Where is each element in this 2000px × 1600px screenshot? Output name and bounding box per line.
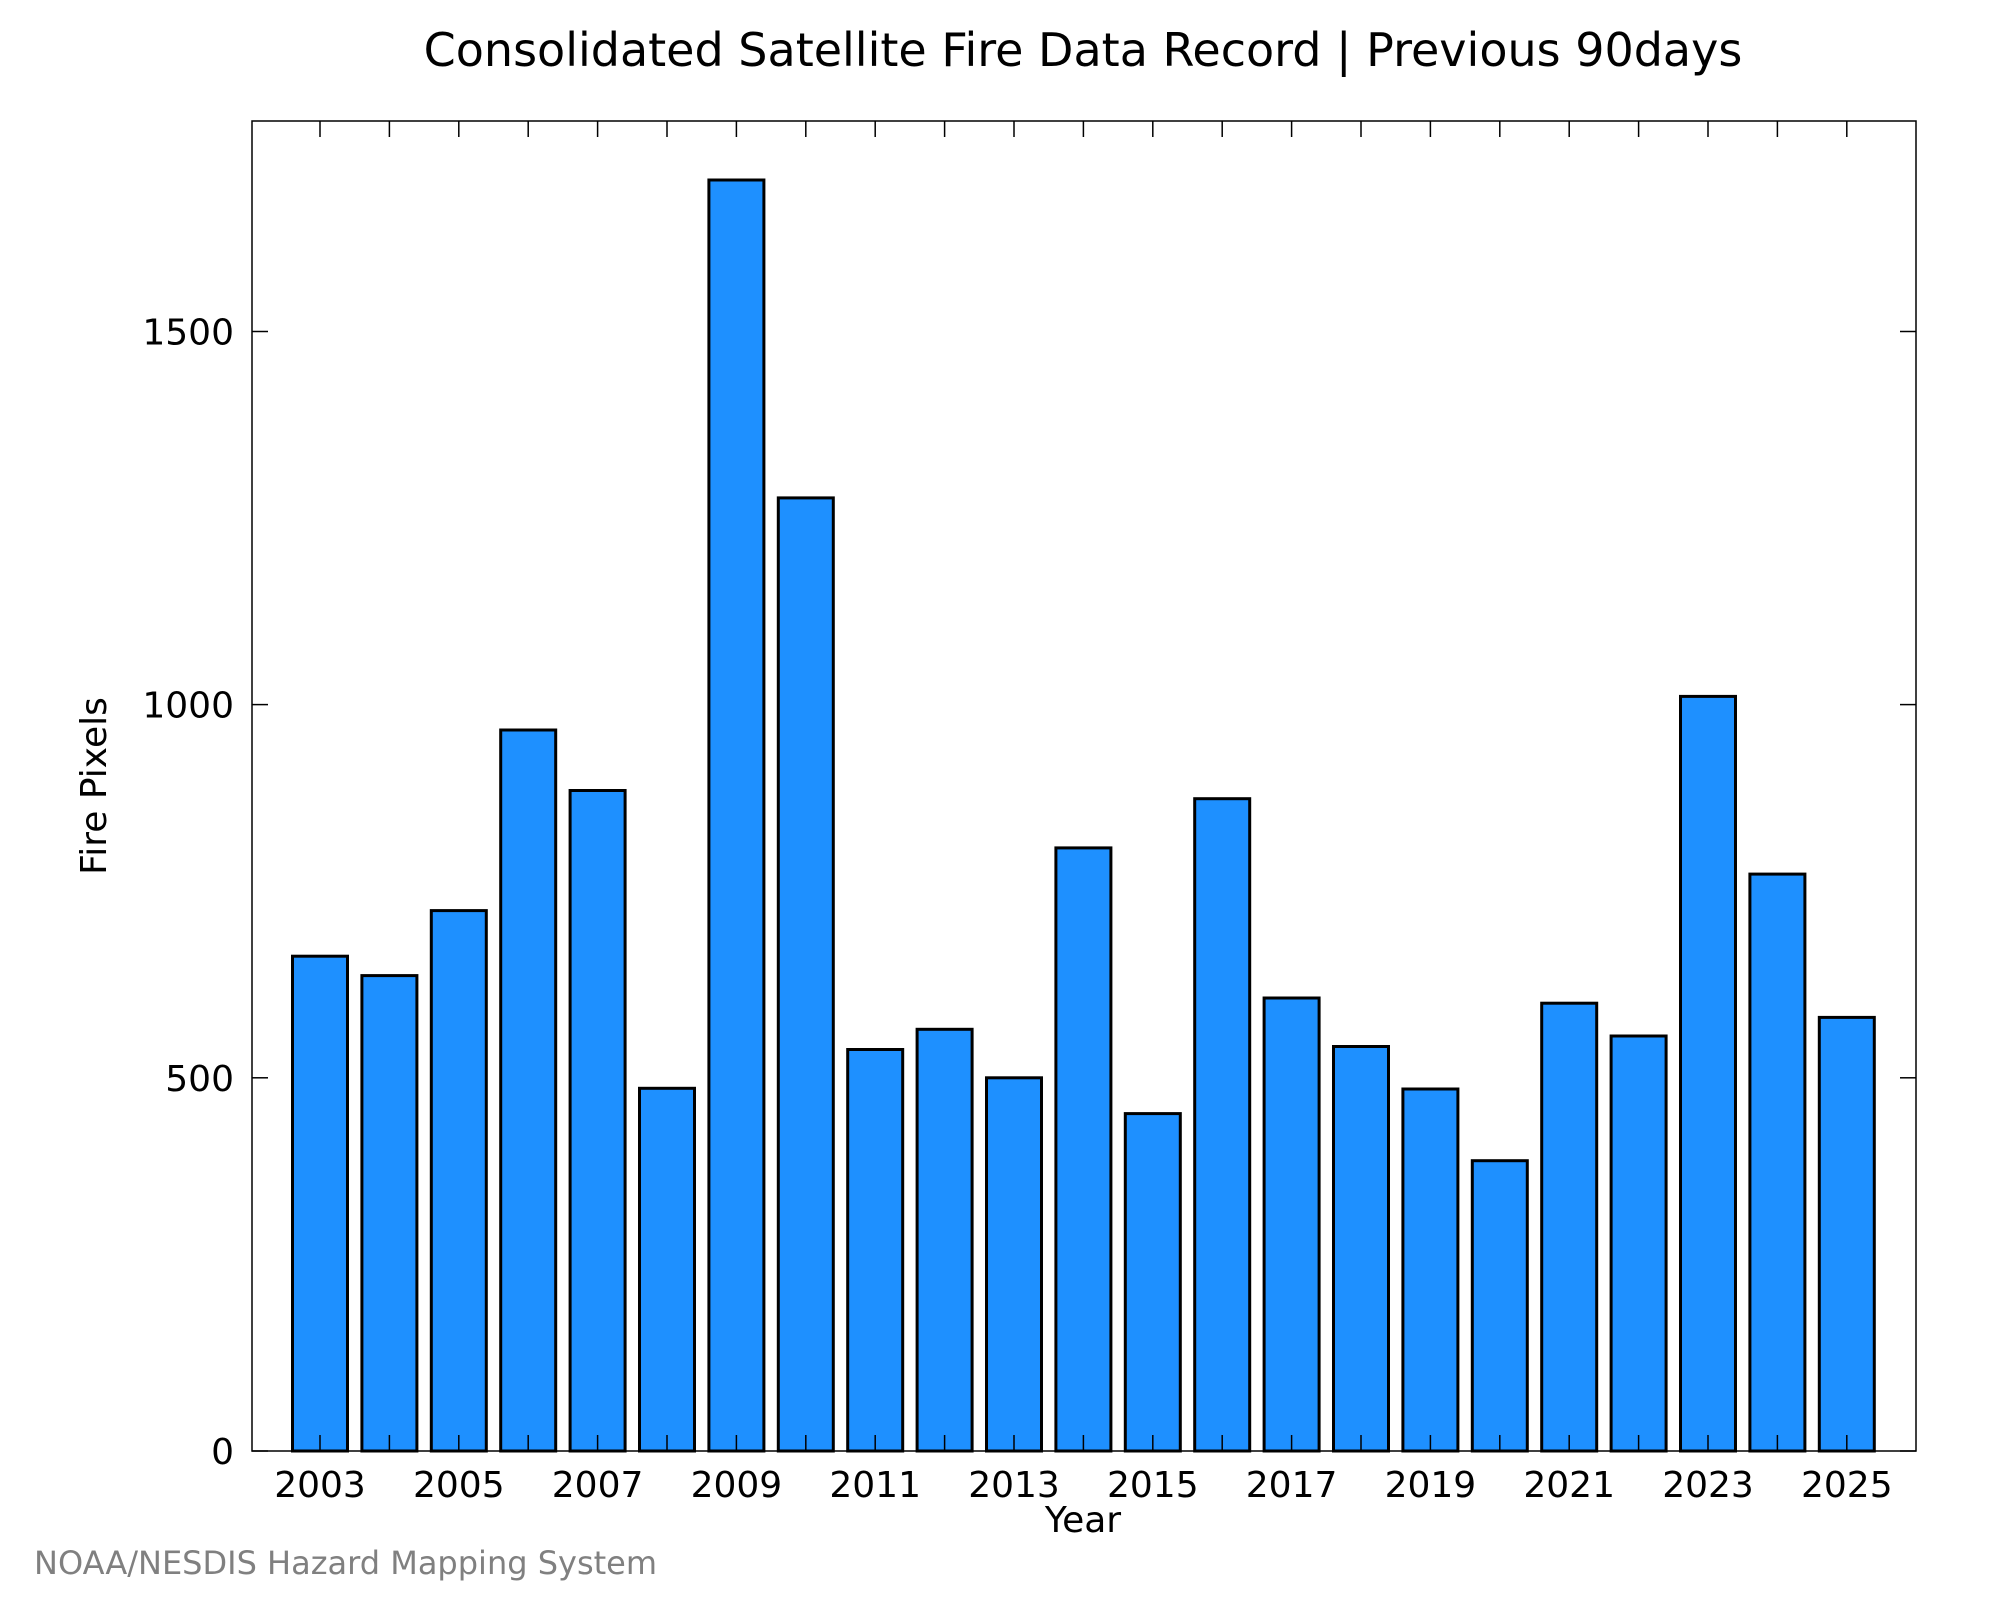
x-tick-label-2009: 2009 — [691, 1465, 783, 1506]
x-tick-label-2003: 2003 — [274, 1465, 366, 1506]
bar-2024 — [1748, 872, 1807, 1453]
x-tick-label-2021: 2021 — [1523, 1465, 1615, 1506]
bar-2004 — [360, 974, 419, 1453]
bar-2018 — [1332, 1045, 1390, 1453]
x-tick-label-2015: 2015 — [1107, 1465, 1199, 1506]
bar-2009 — [707, 178, 766, 1453]
bar-2016 — [1193, 797, 1252, 1453]
x-tick-label-2017: 2017 — [1246, 1465, 1338, 1506]
chart-title: Consolidated Satellite Fire Data Record … — [424, 23, 1743, 78]
bar-2022 — [1609, 1034, 1668, 1453]
source-credit: NOAA/NESDIS Hazard Mapping System — [34, 1544, 657, 1582]
bar-2006 — [499, 728, 558, 1453]
x-tick-label-2019: 2019 — [1385, 1465, 1477, 1506]
plot-frame — [251, 120, 1917, 1452]
bar-2023 — [1679, 694, 1737, 1453]
x-tick-label-2023: 2023 — [1662, 1465, 1754, 1506]
bar-2008 — [638, 1086, 696, 1453]
y-tick-label-1000: 1000 — [142, 686, 234, 727]
x-tick-label-2011: 2011 — [829, 1465, 921, 1506]
bar-2015 — [1123, 1112, 1182, 1453]
x-tick-label-2005: 2005 — [413, 1465, 505, 1506]
y-axis-label: Fire Pixels — [74, 697, 115, 875]
x-axis-label: Year — [1044, 1500, 1121, 1541]
bar-2019 — [1401, 1087, 1460, 1453]
bar-2020 — [1470, 1159, 1529, 1453]
bar-2003 — [291, 954, 349, 1453]
bar-2010 — [776, 496, 835, 1453]
bar-2012 — [915, 1027, 974, 1453]
bar-2025 — [1817, 1015, 1876, 1453]
bar-2005 — [429, 909, 488, 1453]
axis-ticks: 0 500 1000 1500 2003 2005 2007 2009 2011 2013 2015… — [142, 121, 1916, 1506]
x-tick-label-2007: 2007 — [552, 1465, 644, 1506]
bar-2017 — [1262, 996, 1321, 1453]
bar-2007 — [568, 789, 627, 1453]
bar-2021 — [1540, 1001, 1599, 1453]
y-tick-label-500: 500 — [165, 1059, 234, 1100]
bar-2013 — [985, 1076, 1043, 1453]
y-tick-label-0: 0 — [211, 1432, 234, 1473]
bar-2014 — [1054, 846, 1113, 1453]
bar-2011 — [846, 1048, 905, 1453]
x-tick-label-2025: 2025 — [1801, 1465, 1893, 1506]
bars — [291, 178, 1876, 1453]
x-tick-label-2013: 2013 — [968, 1465, 1060, 1506]
y-tick-label-1500: 1500 — [142, 313, 234, 354]
